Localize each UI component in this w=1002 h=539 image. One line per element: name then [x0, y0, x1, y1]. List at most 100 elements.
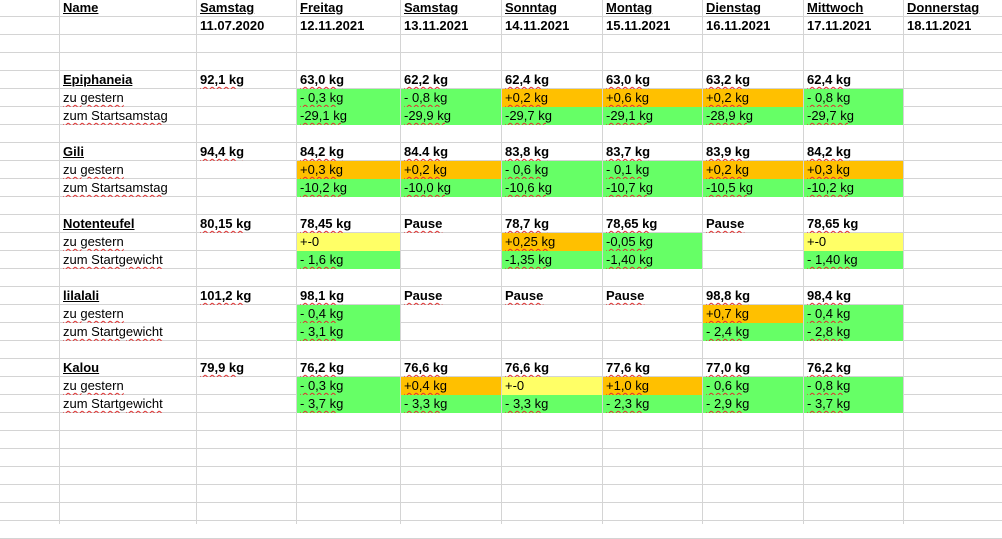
value-cell[interactable] — [904, 233, 1001, 251]
value-cell[interactable]: -10,2 kg — [804, 179, 903, 197]
value-cell[interactable] — [502, 305, 602, 323]
value-cell[interactable]: +0,6 kg — [603, 89, 702, 107]
value-cell[interactable]: 83,7 kg — [606, 144, 651, 159]
header-day-cell[interactable]: Freitag — [300, 0, 344, 15]
value-cell[interactable]: -0,05 kg — [603, 233, 702, 251]
value-cell[interactable]: +0,2 kg — [502, 89, 602, 107]
value-cell[interactable] — [904, 377, 1001, 395]
value-cell[interactable]: -1,35 kg — [502, 251, 602, 269]
header-day-cell[interactable]: Donnerstag — [907, 0, 980, 15]
value-cell[interactable] — [904, 395, 1001, 413]
person-name-cell[interactable]: lilalali — [63, 288, 100, 303]
header-date-cell[interactable]: 14.11.2021 — [505, 18, 570, 33]
value-cell[interactable]: Pause — [706, 216, 745, 231]
value-cell[interactable] — [401, 305, 501, 323]
value-cell[interactable] — [904, 251, 1001, 269]
value-cell[interactable] — [197, 107, 296, 125]
header-date-cell[interactable]: 11.07.2020 — [200, 18, 265, 33]
header-date-cell[interactable]: 13.11.2021 — [404, 18, 469, 33]
header-day-cell[interactable]: Montag — [606, 0, 653, 15]
value-cell[interactable]: -29,1 kg — [603, 107, 702, 125]
value-cell[interactable]: 83,9 kg — [706, 144, 751, 159]
value-cell[interactable]: - 1,40 kg — [804, 251, 903, 269]
value-cell[interactable] — [904, 143, 1001, 161]
value-cell[interactable]: - 0,8 kg — [804, 377, 903, 395]
value-cell[interactable]: -1,40 kg — [603, 251, 702, 269]
value-cell[interactable]: - 3,3 kg — [401, 395, 501, 413]
value-cell[interactable]: 98,1 kg — [300, 288, 345, 303]
value-cell[interactable]: +0,3 kg — [804, 161, 903, 179]
value-cell[interactable]: 62,2 kg — [404, 72, 449, 87]
value-cell[interactable]: - 3,1 kg — [297, 323, 400, 341]
value-cell[interactable]: - 1,6 kg — [297, 251, 400, 269]
value-cell[interactable] — [904, 359, 1001, 377]
value-cell[interactable]: 84.4 kg — [404, 144, 449, 159]
value-cell[interactable] — [904, 89, 1001, 107]
value-cell[interactable]: 77,6 kg — [606, 360, 651, 375]
row-label-cell[interactable]: zu gestern — [63, 306, 124, 321]
person-name-cell[interactable]: Kalou — [63, 360, 100, 375]
value-cell[interactable] — [603, 323, 702, 341]
value-cell[interactable]: +0,25 kg — [502, 233, 602, 251]
value-cell[interactable]: -10,0 kg — [401, 179, 501, 197]
value-cell[interactable]: +1,0 kg — [603, 377, 702, 395]
value-cell[interactable]: - 2,9 kg — [703, 395, 803, 413]
value-cell[interactable]: 76,6 kg — [404, 360, 449, 375]
value-cell[interactable] — [904, 323, 1001, 341]
value-cell[interactable] — [904, 107, 1001, 125]
value-cell[interactable]: +-0 — [804, 233, 903, 251]
value-cell[interactable]: +0,4 kg — [401, 377, 501, 395]
value-cell[interactable]: -10,7 kg — [603, 179, 702, 197]
value-cell[interactable]: 92,1 kg — [200, 72, 245, 87]
value-cell[interactable]: +0,2 kg — [703, 89, 803, 107]
header-day-cell[interactable]: Mittwoch — [807, 0, 864, 15]
header-date-cell[interactable]: 12.11.2021 — [300, 18, 365, 33]
value-cell[interactable]: -29,9 kg — [401, 107, 501, 125]
value-cell[interactable]: 94,4 kg — [200, 144, 245, 159]
value-cell[interactable]: 98,4 kg — [807, 288, 852, 303]
value-cell[interactable] — [904, 179, 1001, 197]
value-cell[interactable]: 78,45 kg — [300, 216, 352, 231]
value-cell[interactable]: - 2,4 kg — [703, 323, 803, 341]
value-cell[interactable]: 76,2 kg — [807, 360, 852, 375]
value-cell[interactable]: -10,5 kg — [703, 179, 803, 197]
value-cell[interactable] — [703, 233, 803, 251]
value-cell[interactable]: 101,2 kg — [200, 288, 252, 303]
header-date-cell[interactable]: 16.11.2021 — [706, 18, 771, 33]
value-cell[interactable]: 78,7 kg — [505, 216, 550, 231]
value-cell[interactable]: +-0 — [502, 377, 602, 395]
value-cell[interactable] — [603, 305, 702, 323]
value-cell[interactable]: +0,3 kg — [297, 161, 400, 179]
value-cell[interactable] — [197, 305, 296, 323]
person-name-cell[interactable]: Epiphaneia — [63, 72, 133, 87]
value-cell[interactable]: Pause — [505, 288, 544, 303]
header-date-cell[interactable]: 15.11.2021 — [606, 18, 671, 33]
header-day-cell[interactable]: Dienstag — [706, 0, 761, 15]
value-cell[interactable]: 76,2 kg — [300, 360, 345, 375]
header-day-cell[interactable]: Sonntag — [505, 0, 557, 15]
row-label-cell[interactable]: zu gestern — [63, 162, 124, 177]
value-cell[interactable]: 63,0 kg — [300, 72, 345, 87]
value-cell[interactable] — [904, 305, 1001, 323]
value-cell[interactable]: - 3,7 kg — [804, 395, 903, 413]
value-cell[interactable]: 62,4 kg — [505, 72, 550, 87]
value-cell[interactable]: 83,8 kg — [505, 144, 550, 159]
value-cell[interactable]: -29,7 kg — [502, 107, 602, 125]
row-label-cell[interactable]: zum Startsamstag — [63, 108, 168, 123]
header-date-cell[interactable]: 18.11.2021 — [907, 18, 972, 33]
header-name-cell[interactable]: Name — [63, 0, 99, 15]
value-cell[interactable]: - 0,6 kg — [502, 161, 602, 179]
value-cell[interactable] — [197, 377, 296, 395]
row-label-cell[interactable]: zum Startgewicht — [63, 396, 163, 411]
value-cell[interactable]: - 0,6 kg — [703, 377, 803, 395]
value-cell[interactable] — [904, 287, 1001, 305]
value-cell[interactable]: +0,7 kg — [703, 305, 803, 323]
value-cell[interactable] — [197, 395, 296, 413]
value-cell[interactable]: 79,9 kg — [200, 360, 245, 375]
row-label-cell[interactable]: zum Startsamstag — [63, 180, 168, 195]
value-cell[interactable]: - 0,3 kg — [297, 89, 400, 107]
value-cell[interactable]: - 2,8 kg — [804, 323, 903, 341]
value-cell[interactable]: 78,65 kg — [606, 216, 658, 231]
row-label-cell[interactable]: zu gestern — [63, 90, 124, 105]
